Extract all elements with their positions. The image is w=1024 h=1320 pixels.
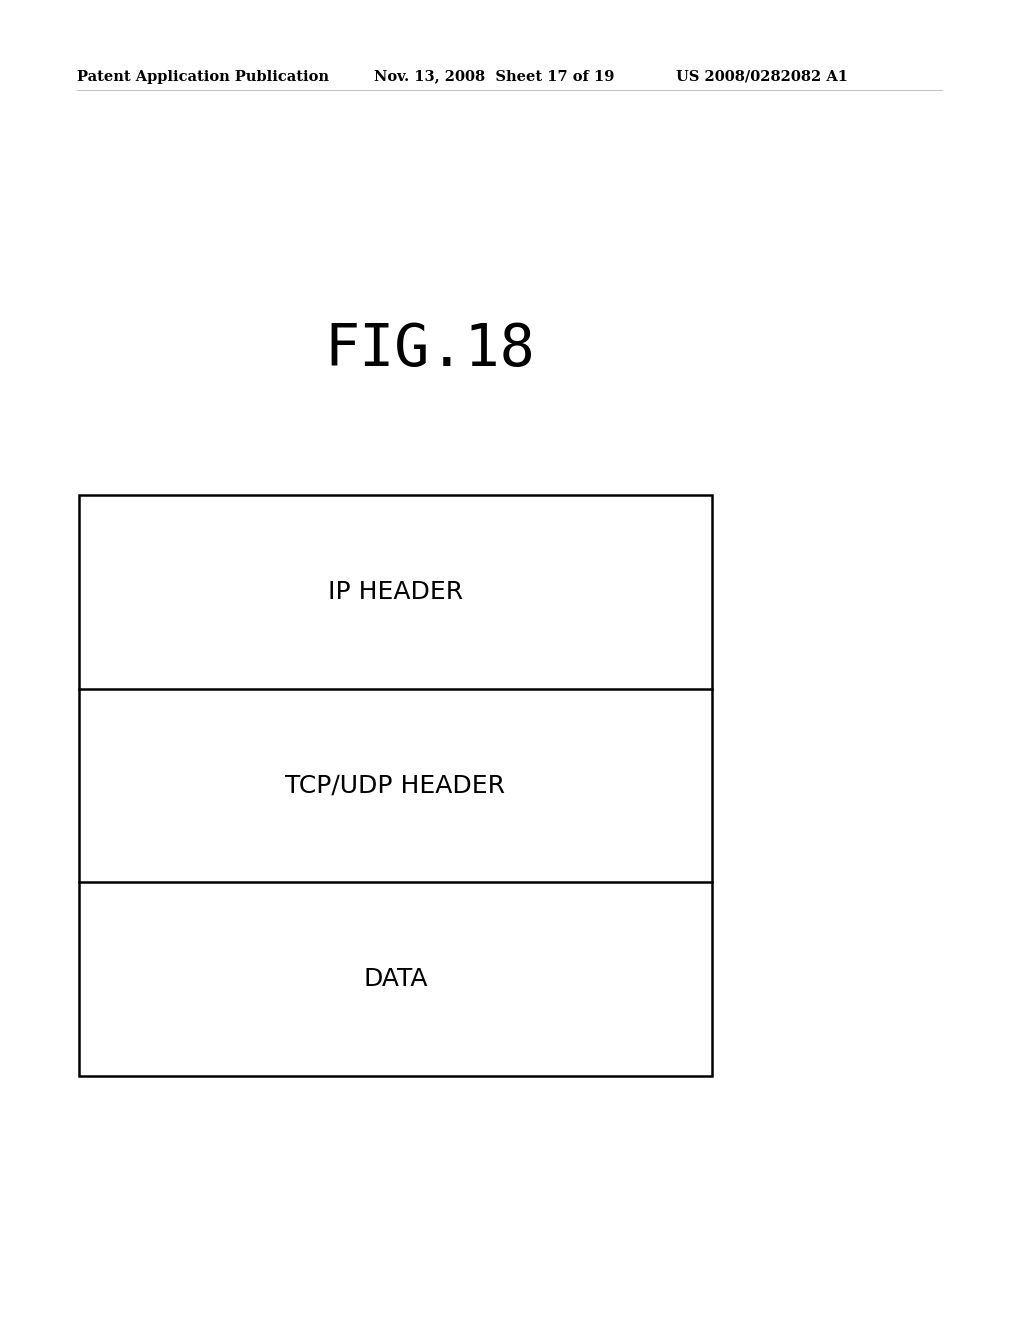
Text: Nov. 13, 2008  Sheet 17 of 19: Nov. 13, 2008 Sheet 17 of 19 bbox=[374, 70, 614, 83]
Bar bbox=[79, 495, 712, 1076]
Text: Patent Application Publication: Patent Application Publication bbox=[77, 70, 329, 83]
Text: TCP∕UDP HEADER: TCP∕UDP HEADER bbox=[286, 774, 505, 797]
Text: DATA: DATA bbox=[364, 968, 427, 991]
Text: FIG.18: FIG.18 bbox=[325, 321, 536, 379]
Text: US 2008/0282082 A1: US 2008/0282082 A1 bbox=[676, 70, 848, 83]
Text: IP HEADER: IP HEADER bbox=[328, 579, 463, 603]
